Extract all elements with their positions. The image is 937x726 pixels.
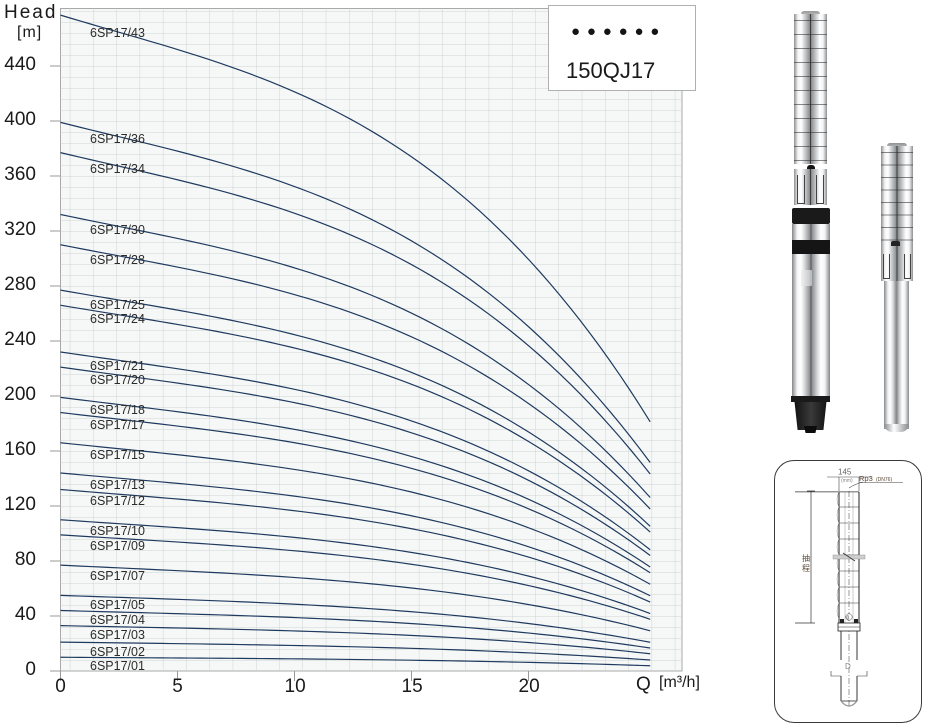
svg-text:(mm): (mm): [841, 478, 853, 484]
svg-text:145: 145: [838, 468, 852, 477]
svg-text:(DN76): (DN76): [876, 477, 892, 483]
svg-text:0: 0: [847, 616, 850, 622]
svg-text:D: D: [845, 662, 851, 671]
svg-text:Rp3: Rp3: [859, 474, 873, 483]
svg-text:程: 程: [802, 564, 810, 573]
svg-text:抽: 抽: [802, 553, 810, 563]
